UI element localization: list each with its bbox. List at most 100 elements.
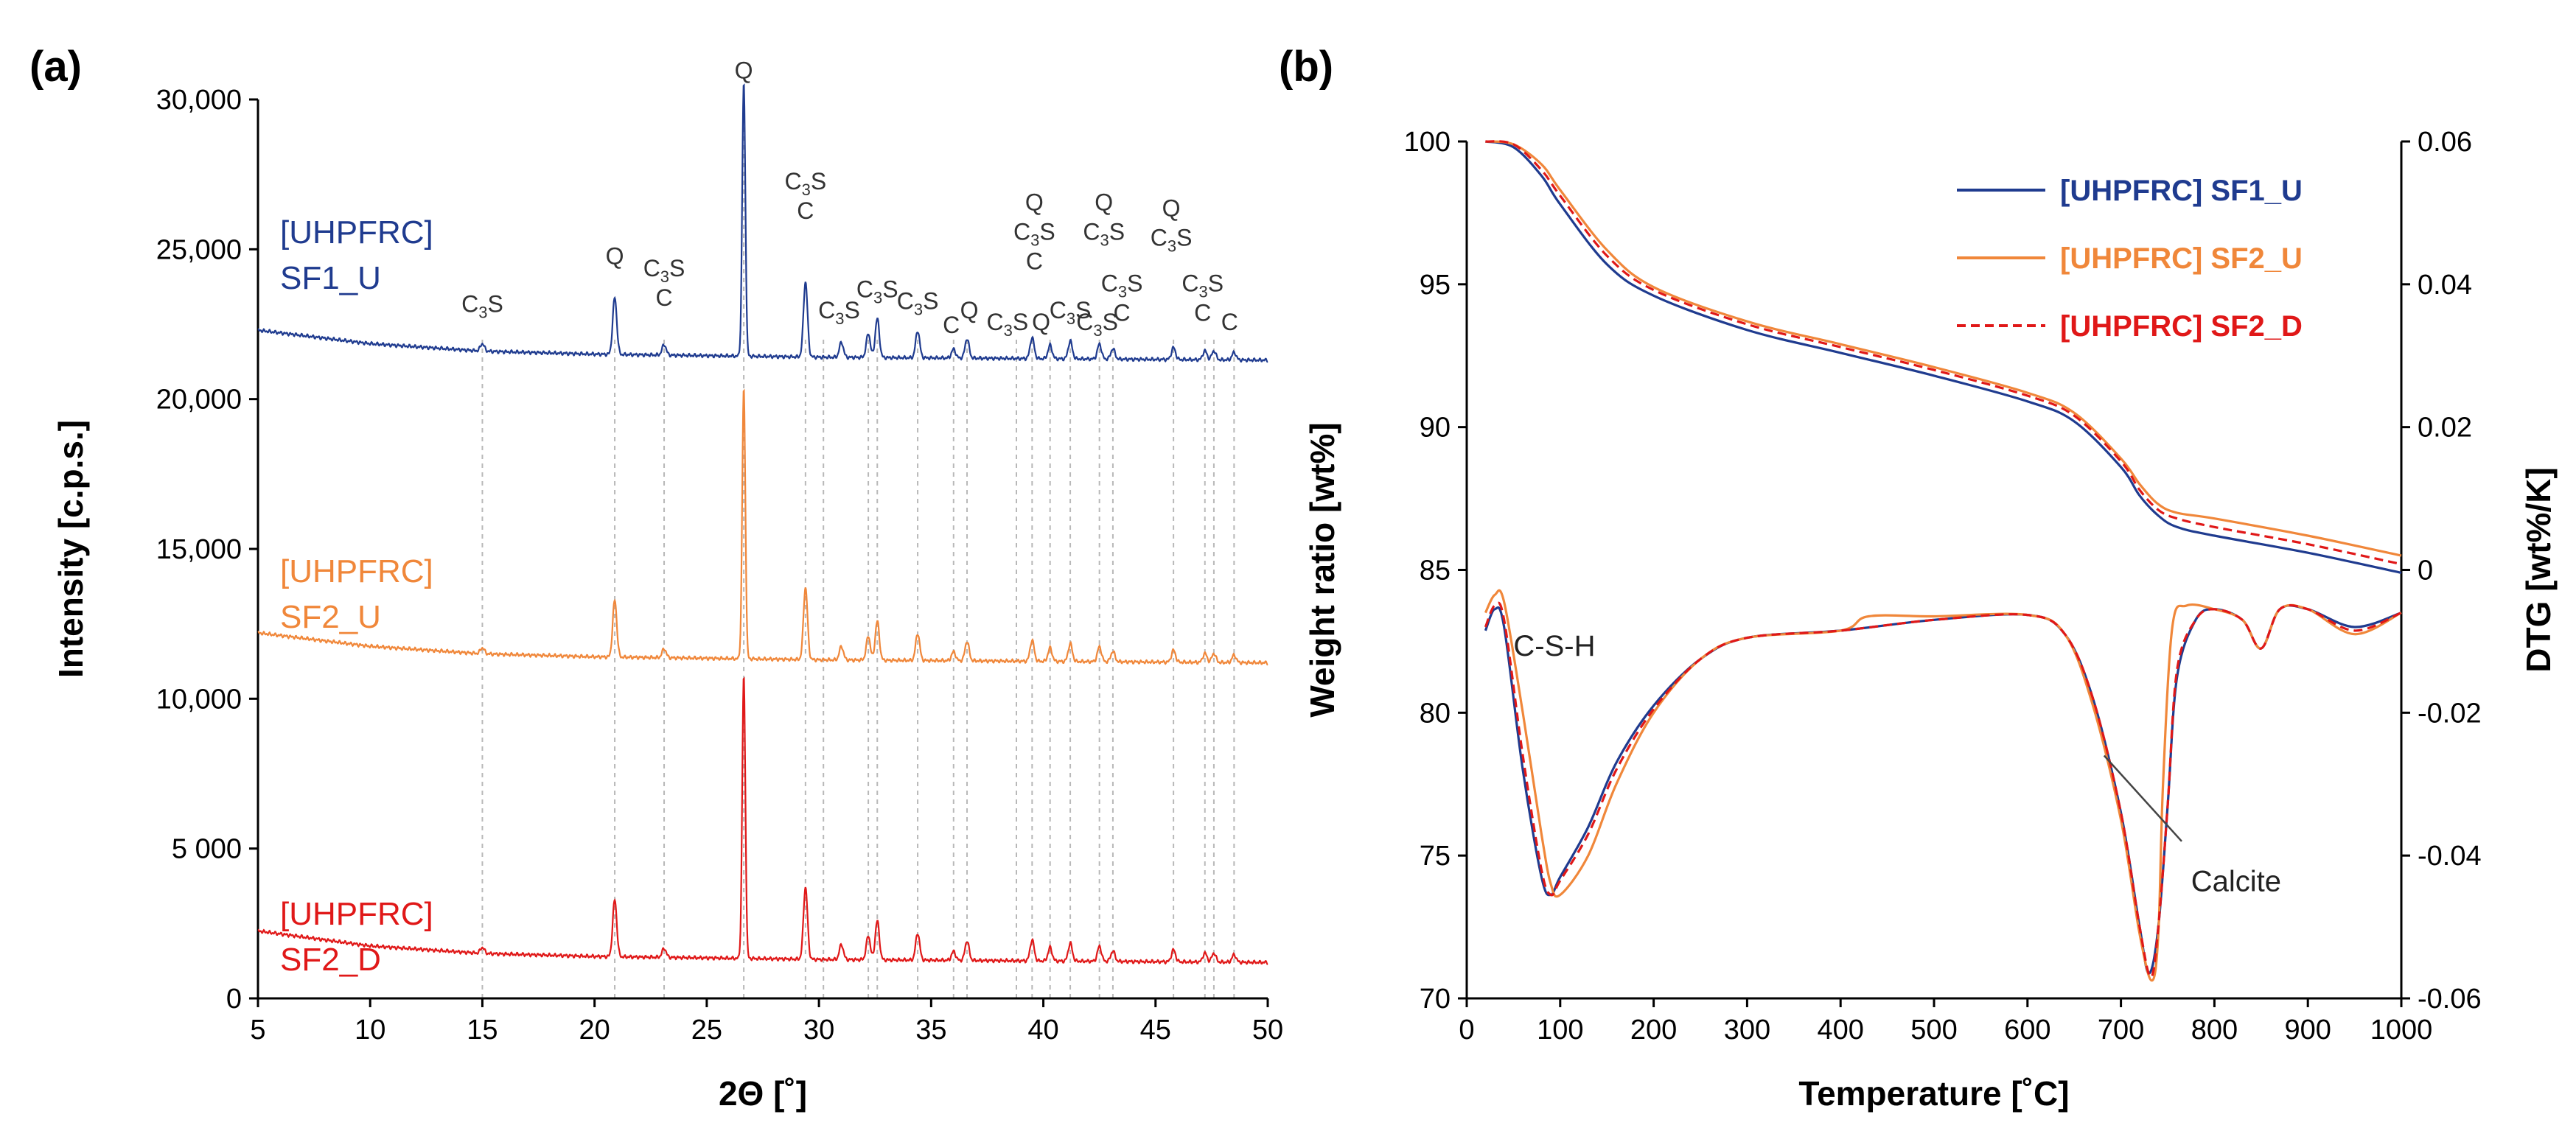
peak-label-phase-suffix: S (1039, 218, 1055, 245)
peak-label: C (1114, 299, 1131, 326)
y-left-tick-label: 75 (1420, 841, 1451, 872)
peak-label: C3S (1050, 297, 1092, 328)
xrd-series-sf2-d (257, 676, 1268, 965)
peak-label-phase: C (643, 255, 660, 281)
peak-label: Q (960, 297, 979, 323)
peak-label: C3S (986, 309, 1028, 340)
peak-label-phase: C (1151, 225, 1167, 251)
peak-label-subscript: 3 (1118, 282, 1127, 301)
peak-label-phase-suffix: S (1075, 297, 1091, 323)
peak-label: C (943, 312, 960, 338)
peak-label-phase: C (1194, 299, 1211, 326)
y-right-tick-label: -0.02 (2418, 698, 2482, 729)
peak-label-subscript: 3 (835, 309, 844, 328)
peak-label-phase-suffix: S (882, 276, 898, 302)
sample-label-sf1-u-line1: [UHPFRC] (280, 214, 433, 251)
y-tick-label: 5 000 (172, 834, 242, 865)
y-tick-label: 20,000 (156, 385, 242, 416)
y-right-tick-label: -0.04 (2418, 841, 2482, 872)
peak-label: C3S (1076, 309, 1118, 340)
x-axis-label-unit: [˚] (773, 1074, 807, 1113)
panel-label-a: (a) (29, 43, 82, 91)
annotation-calcite: Calcite (2191, 866, 2281, 898)
peak-label-phase: Q (960, 297, 979, 323)
y-left-axis-label: Weight ratio [wt%] (1303, 422, 1341, 717)
peak-label: Q (1032, 309, 1050, 335)
dtg-curve-sf1-u (1484, 604, 2402, 975)
legend-label-2: [UHPFRC] SF2_U (2060, 242, 2303, 275)
peak-label-phase: C (818, 297, 835, 323)
sample-label-sf2-d-line2: SF2_D (280, 942, 381, 978)
peak-label-phase: C (1114, 299, 1131, 326)
xrd-series-sf1-u (257, 83, 1268, 363)
y-axis-label: Intensity [c.p.s.] (52, 420, 90, 678)
x-tick-label: 10 (355, 1015, 385, 1046)
peak-label-subscript: 3 (1004, 321, 1013, 340)
x-tick-label: 500 (1910, 1015, 1957, 1046)
sample-label-sf1-u-line2: SF1_U (280, 260, 381, 296)
peak-label-phase: C (943, 312, 960, 338)
peak-label-phase-suffix: S (487, 291, 503, 318)
x-tick-label: 700 (2098, 1015, 2144, 1046)
x-axis-label: Temperature [˚C] (1798, 1074, 2069, 1113)
peak-label-phase: C (856, 276, 873, 302)
panel-b-tga-chart: (b)0 100 200 300 400 500 600 700 800 900 100070758… (1279, 43, 2558, 1113)
peak-label-phase: C (655, 284, 672, 311)
peak-label-subscript: 3 (660, 267, 669, 286)
y-tick-label: 30,000 (156, 85, 242, 116)
peak-label-phase-suffix: S (1103, 309, 1118, 335)
sample-label-sf2-u-line1: [UHPFRC] (280, 553, 433, 589)
peak-label-phase: C (897, 288, 914, 315)
x-tick-label: 50 (1252, 1015, 1283, 1046)
peak-label-subscript: 3 (1093, 321, 1102, 340)
peak-label: C (1026, 248, 1043, 274)
peak-label: C3S (1181, 270, 1224, 301)
y-left-tick-label: 95 (1420, 270, 1451, 301)
peak-label-subscript: 3 (478, 304, 487, 322)
x-tick-label: 100 (1537, 1015, 1583, 1046)
y-right-tick-label: -0.06 (2418, 984, 2482, 1015)
peak-label-phase-suffix: S (1109, 218, 1125, 245)
peak-label-phase-suffix: S (1208, 270, 1224, 296)
peak-label-phase-suffix: S (1176, 225, 1192, 251)
sample-label-sf2-d-line1: [UHPFRC] (280, 896, 433, 932)
weight-curve-sf1-u (1485, 140, 2402, 574)
peak-label-subscript: 3 (1030, 231, 1039, 249)
peak-label: C3S (461, 291, 503, 322)
x-tick-label: 400 (1817, 1015, 1863, 1046)
y-right-tick-label: 0.04 (2418, 270, 2472, 301)
peak-label-subscript: 3 (802, 181, 811, 199)
peak-label: Q (1025, 189, 1044, 215)
y-tick-label: 10,000 (156, 684, 242, 715)
x-tick-label: 5 (250, 1015, 265, 1046)
peak-label-phase: C (986, 309, 1003, 335)
sample-label-sf2-u-line2: SF2_U (280, 599, 381, 635)
x-tick-label: 1000 (2370, 1015, 2433, 1046)
dtg-curve-sf2-d (1484, 601, 2402, 978)
peak-label-phase: C (1221, 309, 1238, 335)
peak-label-subscript: 3 (1067, 309, 1075, 328)
legend-label-1: [UHPFRC] SF1_U (2060, 175, 2303, 207)
peak-label: C3S (643, 255, 685, 286)
annotation-csh: C-S-H (1513, 630, 1595, 662)
y-tick-label: 15,000 (156, 534, 242, 565)
peak-label-phase-suffix: S (811, 168, 826, 195)
peak-label: C3S (1013, 218, 1055, 249)
peak-label-phase: Q (606, 243, 624, 270)
peak-label-subscript: 3 (873, 288, 882, 307)
x-tick-label: 15 (467, 1015, 498, 1046)
x-tick-label: 900 (2284, 1015, 2331, 1046)
peak-label-phase-suffix: S (1013, 309, 1028, 335)
peak-label: C3S (818, 297, 860, 328)
x-tick-label: 300 (1724, 1015, 1770, 1046)
y-left-tick-label: 90 (1420, 413, 1451, 444)
y-left-tick-label: 85 (1420, 556, 1451, 586)
y-tick-label: 0 (226, 984, 242, 1015)
peak-label-phase: C (1083, 218, 1100, 245)
peak-label: C3S (1151, 225, 1193, 256)
peak-label-phase-suffix: S (1127, 270, 1142, 296)
x-tick-label: 800 (2191, 1015, 2238, 1046)
peak-label: Q (735, 57, 753, 84)
y-right-tick-label: 0.06 (2418, 127, 2472, 158)
peak-label-phase-suffix: S (845, 297, 860, 323)
